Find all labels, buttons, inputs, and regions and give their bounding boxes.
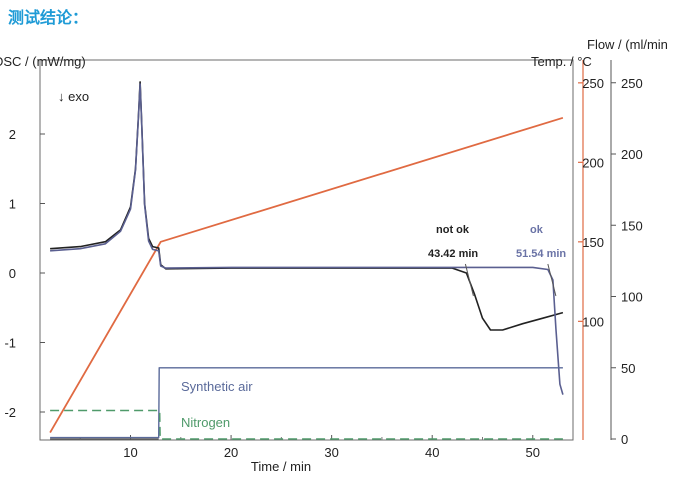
page-heading: 测试结论：	[8, 8, 89, 27]
flow-tick-label: 50	[621, 361, 635, 376]
exo-annotation: ↓ exo	[58, 89, 89, 104]
not-ok-time-label: 43.42 min	[428, 248, 478, 260]
flow-curve-nitrogen	[50, 409, 563, 440]
dsc-tick-label: 0	[9, 266, 16, 281]
dsc-curve-ok	[50, 83, 564, 395]
temperature-curve	[49, 116, 564, 434]
flow-tick-label: 100	[621, 290, 643, 305]
flow-tick-label: 0	[621, 432, 628, 447]
flow-tick-label: 150	[621, 218, 643, 233]
x-axis-label: Time / min	[251, 459, 311, 474]
dsc-curve-not-ok	[50, 81, 564, 331]
temp-tick-label: 100	[582, 314, 604, 329]
dsc-tick-label: -2	[4, 405, 16, 420]
temp-tick-label: 200	[582, 155, 604, 170]
ok-time-label: 51.54 min	[516, 248, 566, 260]
plot-frame	[39, 59, 574, 441]
x-tick-label: 10	[123, 445, 137, 460]
synthetic-air-label: Synthetic air	[181, 379, 253, 394]
flow-tick-label: 250	[621, 76, 643, 91]
flow-tick-label: 200	[621, 147, 643, 162]
nitrogen-label: Nitrogen	[181, 415, 230, 430]
dsc-tick-label: 2	[9, 127, 16, 142]
temp-axis-label: Temp. / °C	[531, 54, 592, 69]
dsc-tick-label: 1	[9, 197, 16, 212]
x-tick-label: 40	[425, 445, 439, 460]
flow-curve-synthetic-air	[50, 367, 563, 439]
flow-axis-label: Flow / (ml/min	[587, 37, 668, 52]
onset-marker-not-ok	[464, 263, 474, 297]
dsc-tick-label: -1	[4, 336, 16, 351]
not-ok-label: not ok	[436, 224, 470, 236]
dsc-axis-label: DSC / (mW/mg)	[0, 54, 86, 69]
onset-marker-ok	[547, 263, 557, 297]
temp-tick-label: 250	[582, 76, 604, 91]
x-tick-label: 30	[324, 445, 338, 460]
temp-tick-label: 150	[582, 235, 604, 250]
x-tick-label: 50	[526, 445, 540, 460]
ok-label: ok	[530, 224, 544, 236]
x-tick-label: 20	[224, 445, 238, 460]
